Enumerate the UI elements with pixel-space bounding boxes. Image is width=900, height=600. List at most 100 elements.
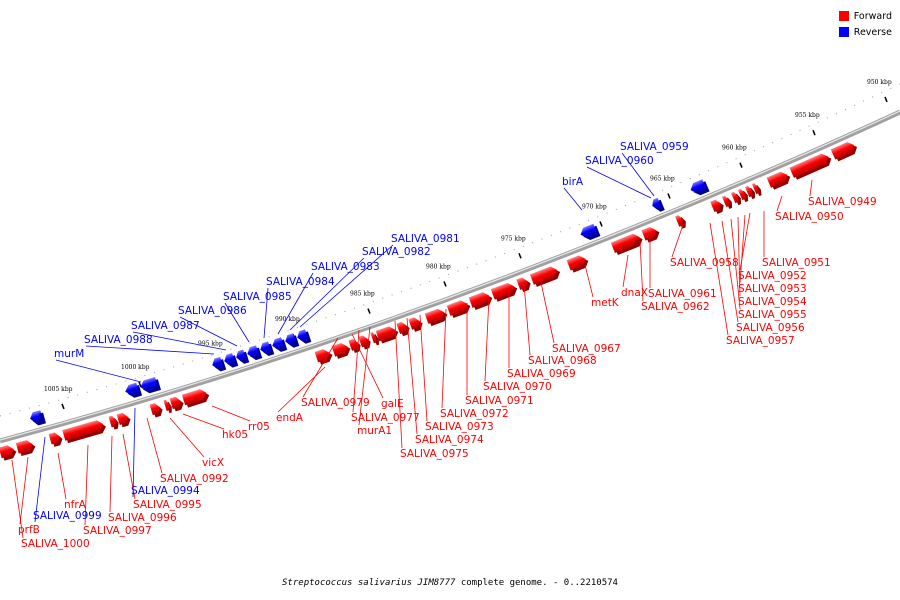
gene-arrow-saliva_0984[interactable] [259, 341, 275, 358]
gene-label-saliva_0974[interactable]: SALIVA_0974 [415, 434, 484, 446]
gene-label-enda[interactable]: endA [276, 412, 304, 424]
gene-label-vicx[interactable]: vicX [202, 457, 224, 469]
gene-arrow-saliva_0996[interactable] [108, 415, 121, 431]
gene-arrow-saliva_0983[interactable] [271, 337, 288, 354]
gene-label-gale[interactable]: galE [381, 398, 404, 410]
gene-arrow-unlabeled[interactable] [29, 410, 45, 427]
gene-label-saliva_0958[interactable]: SALIVA_0958 [670, 257, 739, 269]
gene-arrow-saliva_0952[interactable] [751, 182, 763, 197]
gene-label-mura1[interactable]: murA1 [357, 425, 392, 437]
gene-label-saliva_0969[interactable]: SALIVA_0969 [507, 368, 576, 380]
gene-arrow-nfra[interactable] [48, 431, 64, 448]
gene-label-saliva_0999[interactable]: SALIVA_0999 [33, 510, 102, 522]
gene-label-saliva_0959[interactable]: SALIVA_0959 [620, 141, 689, 153]
gene-arrow-saliva_0954[interactable] [738, 187, 750, 203]
gene-label-saliva_0992[interactable]: SALIVA_0992 [160, 473, 229, 485]
gene-arrow-saliva_0988[interactable] [211, 356, 227, 373]
gene-arrow-saliva_0985[interactable] [246, 345, 263, 362]
gene-label-saliva_0952[interactable]: SALIVA_0952 [738, 270, 807, 282]
gene-arrow-hk05[interactable] [169, 395, 186, 412]
gene-label-saliva_0975[interactable]: SALIVA_0975 [400, 448, 469, 460]
gene-label-saliva_0984[interactable]: SALIVA_0984 [266, 276, 335, 288]
legend-reverse[interactable]: Reverse [838, 24, 892, 40]
gene-arrow-saliva_0992[interactable] [149, 401, 165, 418]
gene-label-saliva_0950[interactable]: SALIVA_0950 [775, 211, 844, 223]
gene-label-saliva_0970[interactable]: SALIVA_0970 [483, 381, 552, 393]
gene-label-saliva_0985[interactable]: SALIVA_0985 [223, 291, 292, 303]
gene-label-saliva_0951[interactable]: SALIVA_0951 [762, 257, 831, 269]
gene-label-saliva_0996[interactable]: SALIVA_0996 [108, 512, 177, 524]
gene-arrow-saliva_0967[interactable] [529, 264, 562, 288]
gene-label-saliva_0956[interactable]: SALIVA_0956 [736, 322, 805, 334]
gene-label-dnax[interactable]: dnaX [621, 287, 648, 299]
gene-label-saliva_0953[interactable]: SALIVA_0953 [738, 283, 807, 295]
gene-arrow-saliva_0975[interactable] [375, 324, 400, 344]
gene-label-rr05[interactable]: rr05 [248, 421, 270, 433]
gene-label-saliva_0995[interactable]: SALIVA_0995 [133, 499, 202, 511]
gene-label-metk[interactable]: metK [591, 297, 620, 309]
gene-label-saliva_0972[interactable]: SALIVA_0972 [440, 408, 509, 420]
gene-arrow-saliva_0995[interactable] [116, 411, 132, 428]
gene-label-saliva_0954[interactable]: SALIVA_0954 [738, 296, 807, 308]
gene-label-saliva_0994[interactable]: SALIVA_0994 [131, 485, 200, 497]
gene-arrow-murm[interactable] [139, 376, 162, 395]
gene-label-saliva_0987[interactable]: SALIVA_0987 [131, 320, 200, 332]
gene-arrow-saliva_0958[interactable] [675, 213, 688, 229]
gene-label-saliva_0979[interactable]: SALIVA_0979 [301, 397, 370, 409]
gene-arrow-saliva_0987[interactable] [223, 352, 239, 369]
gene-arrow-saliva_0960[interactable] [688, 178, 710, 197]
gene-label-saliva_0955[interactable]: SALIVA_0955 [738, 309, 807, 321]
gene-arrow-bira[interactable] [579, 223, 601, 243]
gene-label-saliva_0967[interactable]: SALIVA_0967 [552, 343, 621, 355]
gene-arrow-saliva_0956[interactable] [722, 194, 734, 210]
gene-arrow-saliva_0972[interactable] [424, 306, 450, 327]
gene-label-bira[interactable]: birA [562, 176, 584, 188]
gene-arrow-rr05[interactable] [181, 387, 211, 408]
gene-arrow-saliva_0986[interactable] [235, 349, 250, 366]
gene-arrow-saliva_0951[interactable] [766, 169, 793, 191]
gene-arrow-prfb[interactable] [15, 438, 37, 456]
gene-arrow-saliva_0950[interactable] [789, 151, 833, 181]
gene-arrow-saliva_0971[interactable] [446, 298, 472, 319]
gene-arrow-saliva_0969[interactable] [490, 280, 519, 302]
gene-arrow-saliva_0979[interactable] [331, 341, 353, 360]
gene-arrow-saliva_0961[interactable] [641, 224, 661, 243]
gene-label-saliva_0971[interactable]: SALIVA_0971 [465, 395, 534, 407]
gene-arrow-saliva_0955[interactable] [731, 190, 743, 206]
gene-arrow-saliva_0974[interactable] [396, 320, 411, 337]
gene-arrow-saliva_0959[interactable] [650, 197, 665, 214]
gene-arrow-saliva_1000[interactable] [0, 443, 18, 461]
gene-arrow-saliva_0953[interactable] [745, 184, 757, 200]
gene-arrow-saliva_0994[interactable] [124, 382, 143, 400]
gene-label-prfb[interactable]: prfB [18, 524, 40, 536]
gene-label-saliva_0960[interactable]: SALIVA_0960 [585, 155, 654, 167]
gene-arrow-vicx[interactable] [163, 399, 173, 414]
gene-arrow-saliva_0977[interactable] [358, 334, 372, 351]
gene-arrow-saliva_0981[interactable] [296, 329, 312, 346]
gene-arrow-saliva_0982[interactable] [284, 333, 300, 350]
gene-label-saliva_0962[interactable]: SALIVA_0962 [641, 301, 710, 313]
gene-label-saliva_1000[interactable]: SALIVA_1000 [21, 538, 90, 550]
gene-label-saliva_0983[interactable]: SALIVA_0983 [311, 261, 380, 273]
gene-label-saliva_0968[interactable]: SALIVA_0968 [528, 355, 597, 367]
gene-arrow-saliva_0970[interactable] [468, 290, 495, 311]
gene-label-murm[interactable]: murM [54, 348, 84, 360]
gene-label-saliva_0997[interactable]: SALIVA_0997 [83, 525, 152, 537]
gene-label-saliva_0977[interactable]: SALIVA_0977 [351, 412, 420, 424]
gene-arrow-mura1[interactable] [370, 331, 380, 346]
gene-arrow-saliva_0968[interactable] [516, 275, 532, 293]
legend-forward[interactable]: Forward [838, 8, 892, 24]
gene-label-saliva_0949[interactable]: SALIVA_0949 [808, 196, 877, 208]
gene-arrow-metk[interactable] [566, 253, 591, 273]
gene-arrow-saliva_0997[interactable] [62, 418, 107, 444]
gene-label-hk05[interactable]: hk05 [222, 429, 248, 441]
gene-label-saliva_0973[interactable]: SALIVA_0973 [425, 421, 494, 433]
gene-label-nfra[interactable]: nfrA [64, 499, 87, 511]
gene-label-saliva_0957[interactable]: SALIVA_0957 [726, 335, 795, 347]
gene-label-saliva_0986[interactable]: SALIVA_0986 [178, 305, 247, 317]
gene-arrow-saliva_0957[interactable] [710, 198, 726, 215]
gene-label-saliva_0982[interactable]: SALIVA_0982 [362, 246, 431, 258]
gene-label-saliva_0988[interactable]: SALIVA_0988 [84, 334, 153, 346]
gene-arrow-saliva_0949[interactable] [830, 139, 860, 162]
gene-arrow-dnax[interactable] [610, 233, 641, 256]
